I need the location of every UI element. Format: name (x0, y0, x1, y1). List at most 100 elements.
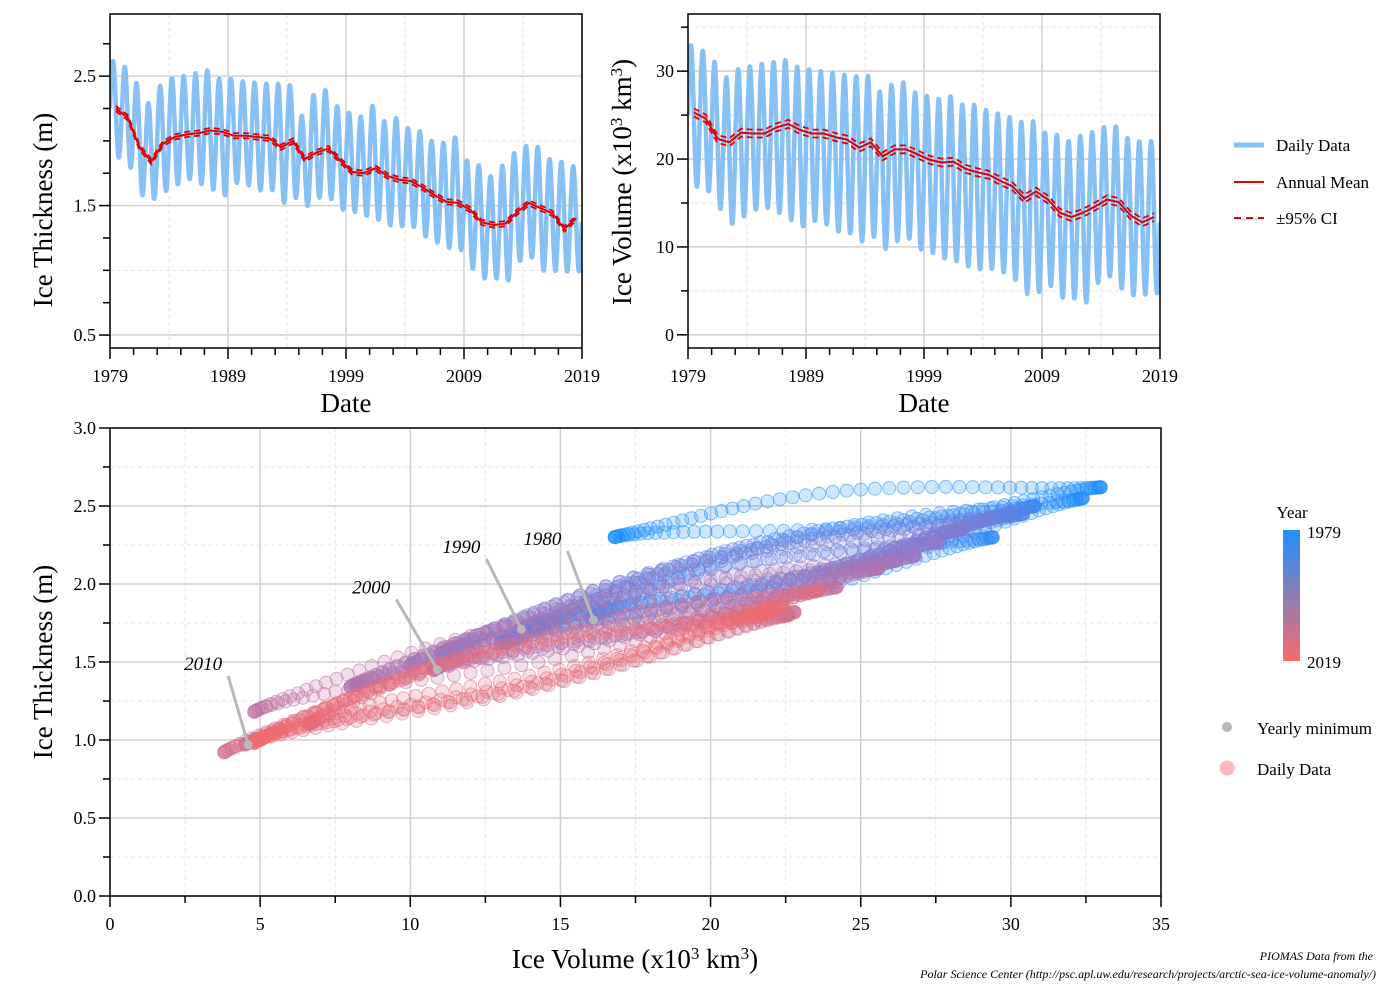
phase-x-tick-label: 0 (106, 914, 115, 934)
phase-daily-point (1049, 494, 1064, 509)
volume-y-tick-label: 10 (656, 237, 674, 257)
phase-daily-point (628, 621, 643, 635)
phase-daily-point (924, 480, 939, 494)
phase-daily-point (868, 542, 883, 557)
phase-daily-point (607, 530, 622, 544)
phase-daily-point (465, 649, 480, 664)
phase-x-tick-label: 5 (256, 914, 265, 934)
phase-daily-point (687, 524, 702, 539)
phase-daily-point (486, 686, 500, 701)
phase-yearly-minimum-point-2010 (243, 740, 253, 750)
phase-daily-point (497, 660, 512, 675)
phase-daily-point (764, 552, 779, 567)
phase-daily-point (614, 622, 629, 637)
phase-daily-point (798, 488, 813, 503)
phase-daily-point (965, 480, 980, 495)
volume-x-axis-title: Date (899, 388, 950, 418)
phase-daily-point (396, 701, 411, 716)
phase-daily-point (672, 565, 687, 580)
phase-daily-point (455, 691, 470, 706)
legend-yearly-minimum-key (1222, 722, 1232, 732)
phase-daily-point (825, 485, 840, 499)
thickness-x-tick-label: 1989 (210, 366, 246, 386)
phase-daily-point (584, 626, 599, 641)
thickness-ticks: 1979 1989 1999 2009 2019 0.5 1.5 2.5 (74, 43, 600, 386)
phase-y-axis-title: Ice Thickness (m) (28, 565, 58, 759)
phase-daily-point (352, 663, 367, 678)
phase-daily-point (736, 499, 751, 514)
volume-x-tick-label: 2009 (1024, 366, 1060, 386)
volume-chart: 1979 1989 1999 2009 2019 0 10 20 30 Date Ice Vol… (607, 13, 1178, 418)
thickness-x-tick-label: 1979 (92, 366, 128, 386)
thickness-y-tick-label: 1.5 (74, 196, 97, 216)
phase-daily-point (516, 679, 530, 694)
year-legend-bottom-label: 2019 (1307, 653, 1341, 672)
phase-daily-point (247, 704, 262, 719)
thickness-daily-data (110, 58, 582, 283)
phase-daily-point (797, 569, 812, 584)
phase-daily-point (762, 523, 777, 538)
phase-daily-point (938, 479, 953, 494)
phase-daily-point (382, 704, 397, 719)
phase-daily-point (479, 625, 494, 639)
phase-daily-point (704, 577, 719, 592)
phase-daily-point (555, 630, 569, 645)
phase-daily-point (433, 637, 448, 652)
phase-daily-point (679, 615, 694, 630)
volume-x-tick-label: 1989 (788, 366, 824, 386)
credit-line-2: Polar Science Center (http://psc.apl.uw.… (919, 967, 1376, 981)
phase-daily-point (369, 706, 383, 721)
phase-daily-point (882, 481, 897, 496)
phase-daily-point (785, 570, 800, 585)
phase-daily-point (974, 513, 989, 528)
phase-annotation-label-2010: 2010 (184, 654, 223, 675)
phase-daily-point (530, 676, 545, 691)
phase-daily-point (448, 632, 463, 647)
phase-daily-point (613, 653, 628, 668)
phase-daily-point (494, 642, 509, 656)
phase-daily-point (896, 480, 911, 495)
volume-daily-data (688, 42, 1160, 305)
phase-yearly-minimum-point-1980 (588, 615, 598, 625)
phase-daily-point (657, 568, 672, 583)
phase-y-tick-label: 3.0 (74, 418, 97, 438)
thickness-y-axis-title: Ice Thickness (m) (28, 113, 58, 307)
phase-daily-point (570, 628, 584, 643)
phase-daily-point (331, 712, 346, 727)
volume-y-tick-label: 0 (665, 325, 674, 345)
volume-x-tick-label: 2019 (1142, 366, 1178, 386)
phase-y-tick-label: 0.0 (74, 886, 97, 906)
phase-daily-point (404, 645, 419, 660)
phase-daily-point (1003, 480, 1017, 495)
phase-daily-point (545, 672, 560, 687)
volume-y-tick-label: 20 (656, 149, 674, 169)
phase-daily-point (748, 496, 763, 511)
thickness-annual-mean-line (115, 107, 577, 231)
phase-daily-point (722, 524, 737, 539)
phase-daily-point (776, 523, 791, 538)
phase-daily-point (480, 663, 495, 678)
thickness-daily-line (110, 58, 582, 283)
phase-daily-point (735, 524, 750, 539)
phase-daily-point (773, 571, 788, 586)
phase-daily-point (470, 689, 485, 704)
phase-daily-point (699, 553, 714, 568)
phase-daily-point (978, 480, 993, 495)
phase-daily-point (704, 596, 719, 611)
legend-daily-data-label: Daily Data (1276, 136, 1351, 155)
phase-daily-point (1061, 493, 1076, 508)
phase-daily-point (539, 633, 554, 648)
phase-daily-point (807, 547, 822, 562)
phase-daily-point (643, 585, 658, 600)
phase-daily-point (599, 624, 614, 639)
phase-daily-point (1035, 481, 1049, 496)
phase-daily-point (343, 710, 358, 725)
phase-daily-point (820, 546, 835, 561)
phase-daily-point (952, 480, 967, 494)
volume-annual-mean (693, 107, 1155, 228)
phase-daily-point (217, 745, 232, 759)
phase-daily-point (1083, 480, 1098, 495)
phase-daily-point (689, 579, 704, 594)
phase-daily-point (667, 616, 682, 631)
